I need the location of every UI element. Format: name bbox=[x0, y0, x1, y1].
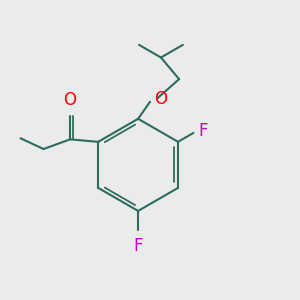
Text: F: F bbox=[198, 122, 207, 140]
Text: O: O bbox=[64, 91, 76, 109]
Text: O: O bbox=[154, 90, 167, 108]
Text: F: F bbox=[134, 237, 143, 255]
